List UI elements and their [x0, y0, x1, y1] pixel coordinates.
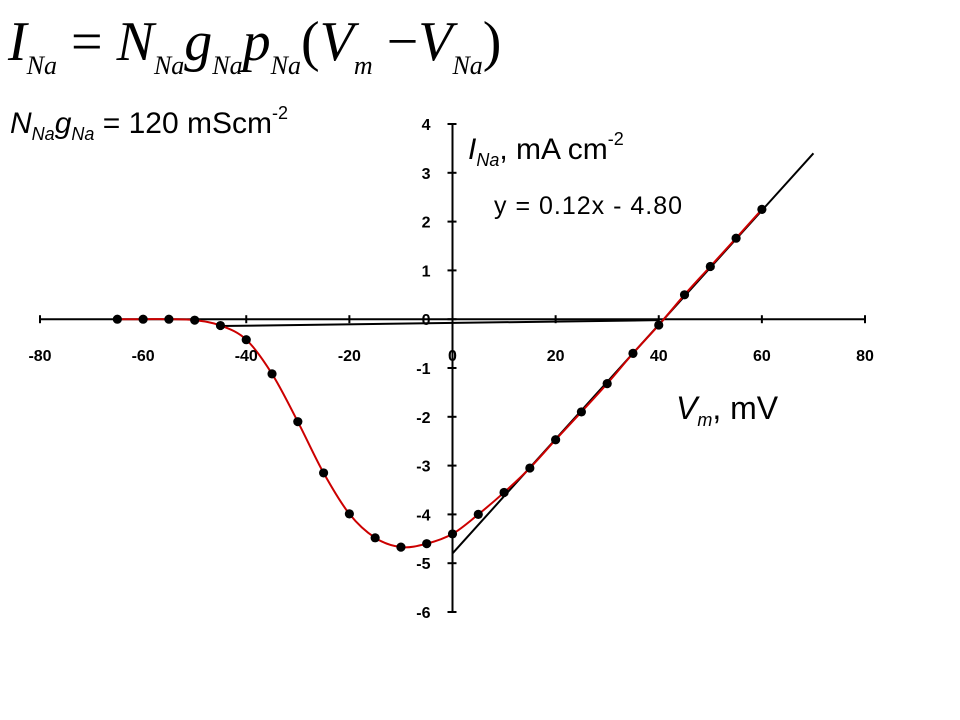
eq-v-sub: m [353, 51, 373, 80]
series-group [112, 204, 767, 552]
x-tick-label: -60 [132, 348, 155, 365]
data-point [422, 539, 432, 549]
fit-equation-label: y = 0.12x - 4.80 [494, 192, 684, 220]
x-tick-label: 40 [650, 348, 668, 365]
data-point [112, 314, 122, 324]
y-tick-label: -5 [416, 556, 430, 573]
x-axis-label: Vm, mV [676, 392, 778, 429]
eq-v2: V [418, 11, 453, 73]
xlabel-symbol: V [676, 390, 698, 426]
x-tick-label: -20 [338, 348, 361, 365]
cond-value: = 120 mScm [94, 107, 272, 140]
y-tick-label: -1 [416, 361, 430, 378]
eq-n: N [116, 11, 154, 73]
data-point [215, 320, 226, 331]
y-tick-label: -2 [416, 410, 430, 427]
data-point [164, 314, 174, 324]
data-point [499, 487, 509, 498]
eq-v: V [319, 11, 354, 73]
eq-g-sub: Na [212, 51, 243, 80]
eq-minus: − [386, 11, 419, 73]
axes-group [39, 123, 866, 613]
data-point [190, 315, 200, 325]
y-tick-label: 1 [422, 263, 431, 280]
eq-lhs: I [8, 11, 27, 73]
y-tick-label: 4 [422, 117, 431, 134]
fit-lines-group [220, 152, 815, 555]
data-point [318, 468, 329, 478]
x-tick-label: -40 [235, 348, 258, 365]
ylabel-unit: , mA cm [499, 133, 608, 166]
data-point [551, 435, 561, 445]
current-equation: INa = NNagNapNa(Vm −VNa) [8, 14, 501, 79]
cond-n-sub: Na [31, 124, 55, 144]
data-point [602, 379, 612, 389]
x-tick-label: 80 [856, 348, 874, 365]
y-tick-label: -3 [416, 459, 430, 476]
data-point [576, 407, 587, 417]
data-point [344, 509, 354, 519]
data-point [654, 320, 664, 330]
data-point [628, 348, 638, 358]
eq-p-sub: Na [270, 51, 301, 80]
eq-g: g [184, 11, 213, 73]
cond-g: g [54, 107, 72, 140]
eq-lhs-sub: Na [26, 51, 57, 80]
ylabel-symbol: I [468, 133, 477, 166]
data-point [396, 542, 406, 552]
y-tick-label: 2 [422, 215, 431, 232]
x-tick-label: -80 [28, 348, 51, 365]
ylabel-exp: -2 [607, 129, 624, 149]
conductance-label: NNagNa = 120 mScm-2 [10, 104, 288, 143]
leak-fit-line [220, 319, 659, 328]
data-point [370, 533, 380, 543]
y-tick-label: 0 [422, 312, 431, 329]
y-axis-label: INa, mA cm-2 [468, 130, 624, 169]
data-point [473, 509, 483, 519]
data-point [267, 369, 277, 379]
data-point [525, 463, 535, 473]
series-line [117, 208, 763, 549]
y-tick-label: -6 [416, 605, 430, 622]
eq-n-sub: Na [153, 51, 185, 80]
data-point [757, 204, 767, 214]
data-point [447, 529, 458, 539]
y-tick-label: -4 [416, 507, 430, 524]
eq-close-paren: ) [482, 11, 502, 73]
data-point [679, 290, 690, 300]
xlabel-sub: m [697, 410, 713, 430]
cond-g-sub: Na [71, 124, 95, 144]
eq-p: p [242, 11, 271, 73]
data-point [293, 417, 303, 427]
eq-open-paren: ( [300, 11, 320, 73]
data-point [138, 314, 148, 324]
x-tick-label: 20 [547, 348, 565, 365]
eq-equals: = [71, 11, 103, 73]
data-point [241, 335, 251, 345]
cond-exp: -2 [271, 103, 288, 123]
data-point [705, 261, 715, 272]
eq-v2-sub: Na [452, 51, 483, 80]
xlabel-unit: , mV [712, 390, 779, 426]
data-point [731, 233, 741, 243]
cond-n: N [10, 107, 32, 140]
x-tick-label: 60 [753, 348, 771, 365]
ylabel-sub: Na [476, 150, 500, 170]
x-tick-label: 0 [448, 348, 457, 365]
tick-labels-group: -80 -60 -40 -20 0 20 40 60 80 -6 -5 -4 -3 -2 -1 0 1 2 3 4 [28, 117, 874, 622]
y-tick-label: 3 [422, 166, 431, 183]
